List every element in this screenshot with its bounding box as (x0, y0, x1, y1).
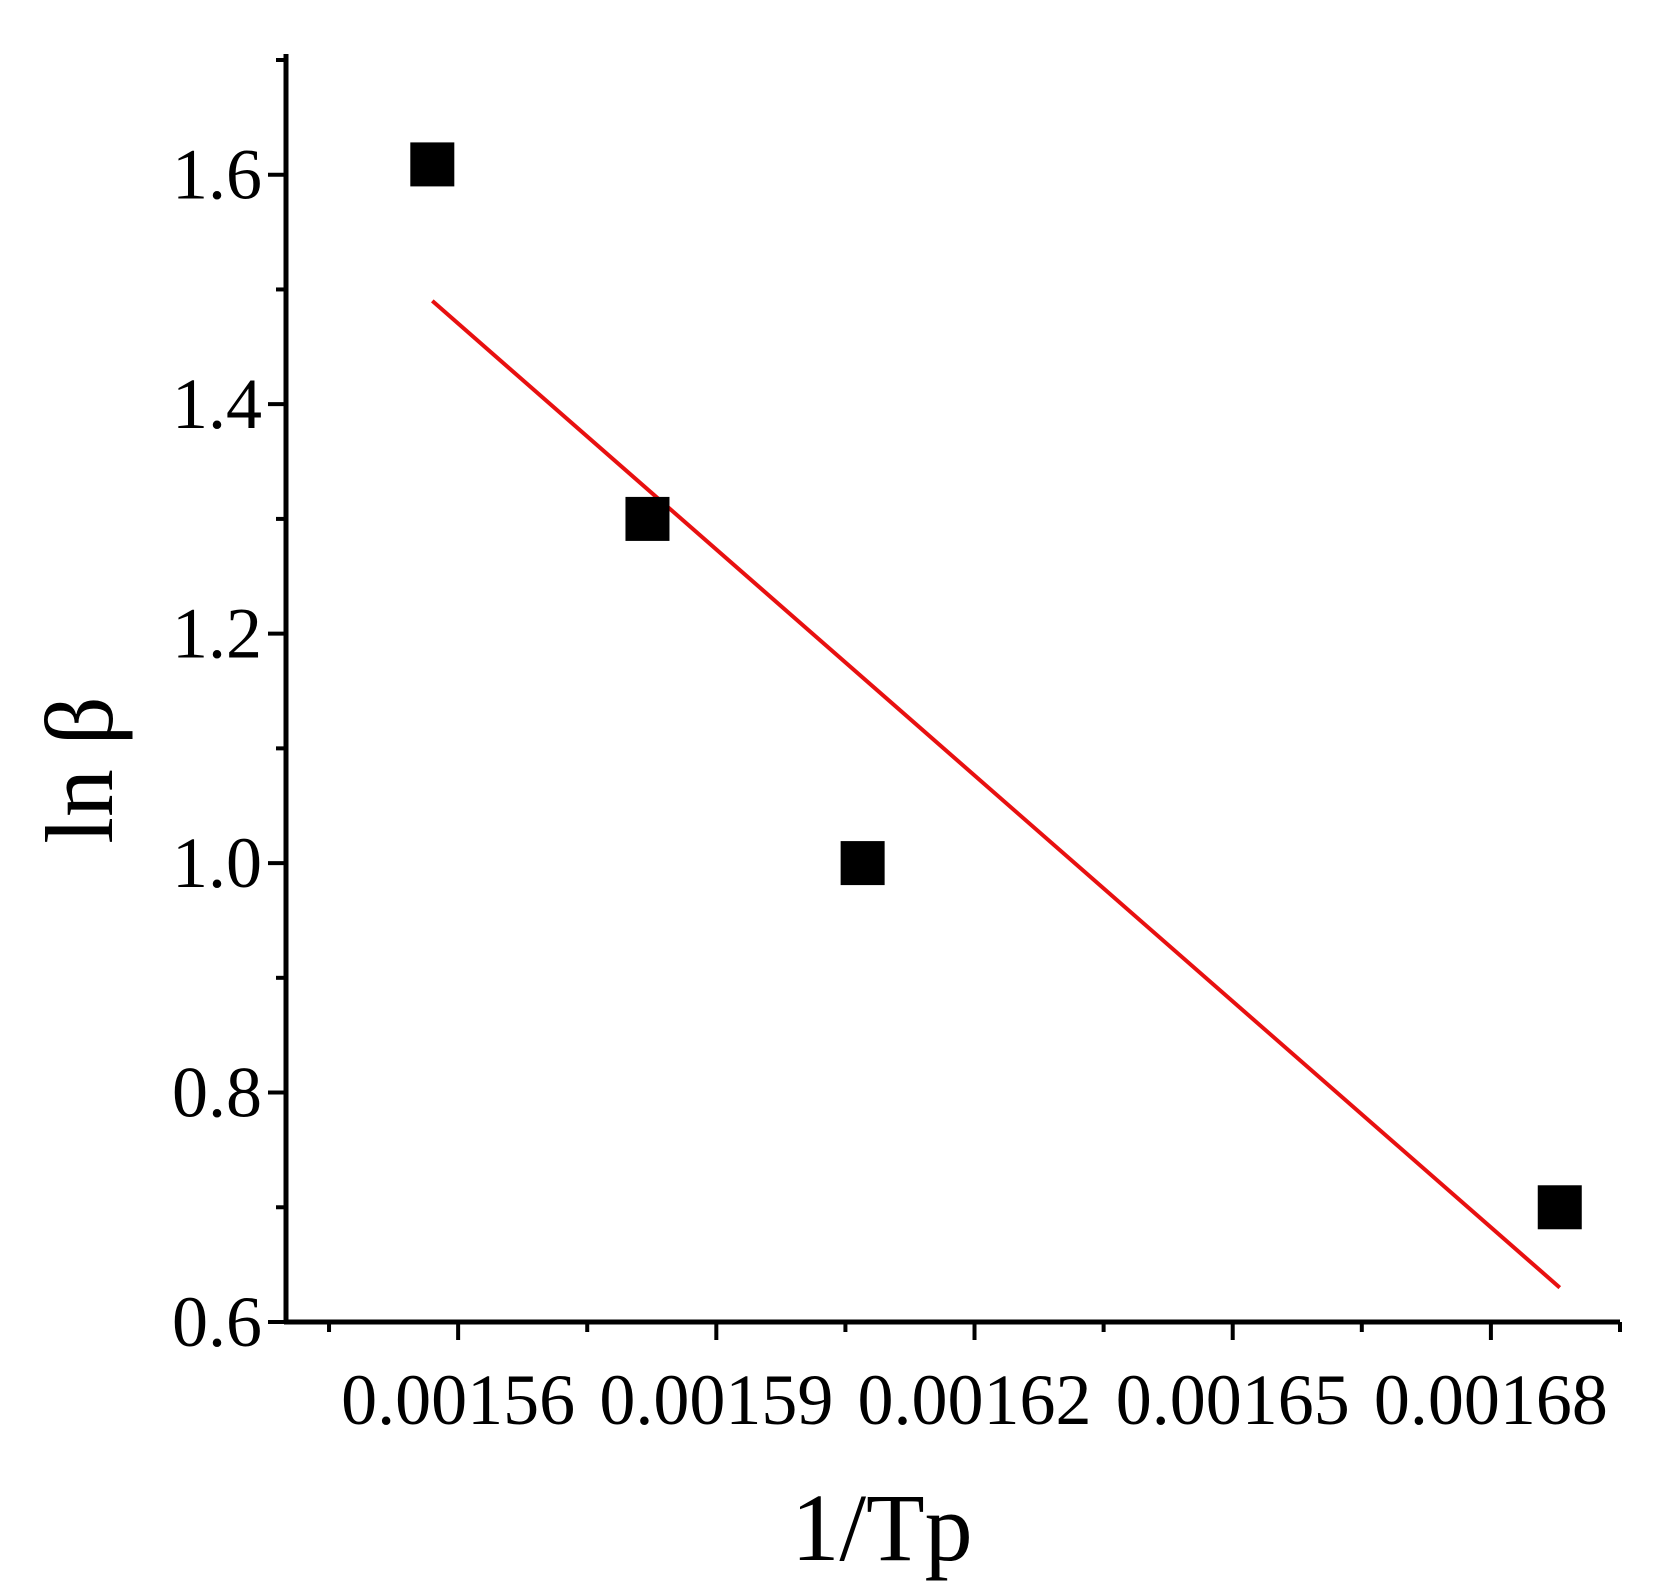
data-points (410, 142, 1582, 1230)
data-point (410, 142, 455, 187)
x-tick-label: 0.00165 (1116, 1360, 1350, 1440)
fit-line-layer (430, 299, 1562, 1290)
fit-line (430, 299, 1562, 1290)
y-axis-title: ln β (26, 696, 133, 844)
y-tick-label: 1.0 (172, 823, 262, 903)
x-tick-label: 0.00156 (341, 1360, 575, 1440)
data-point (1537, 1185, 1582, 1230)
x-tick-label: 0.00168 (1374, 1360, 1608, 1440)
x-tick-label: 0.00159 (599, 1360, 833, 1440)
x-axis-title: 1/Tp (791, 1474, 972, 1581)
x-tick-label: 0.00162 (858, 1360, 1092, 1440)
y-tick-label: 0.8 (172, 1053, 262, 1133)
data-point (625, 496, 670, 541)
ticks: 0.6 0.8 1.0 1.2 1.4 1.6 0.00156 0.00159 0.00162 0… (172, 58, 1622, 1440)
y-tick-label: 1.2 (172, 594, 262, 674)
y-tick-label: 1.4 (172, 364, 262, 444)
y-tick-label: 0.6 (172, 1282, 262, 1362)
data-point (840, 841, 885, 886)
axes (283, 54, 1620, 1325)
y-tick-label: 1.6 (172, 135, 262, 215)
